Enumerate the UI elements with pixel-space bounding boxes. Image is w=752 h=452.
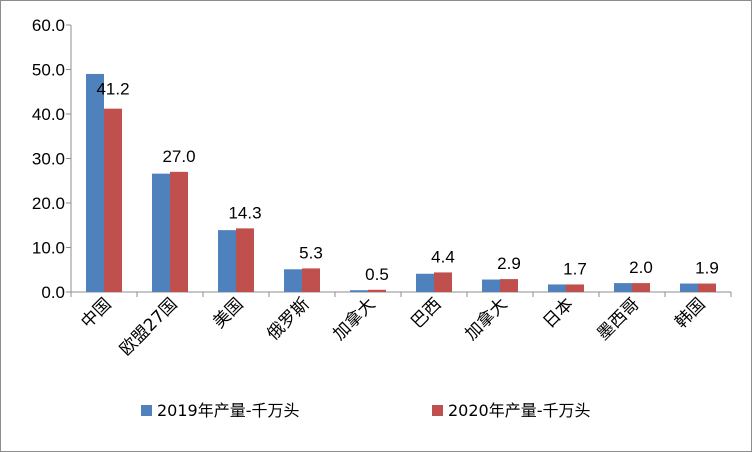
y-tick-label: 20.0: [32, 194, 65, 213]
bar-2020: [104, 108, 122, 292]
y-tick-label: 50.0: [32, 61, 65, 80]
category-label: 日本: [539, 294, 577, 332]
legend: 2019年产量-千万头 2020年产量-千万头: [141, 401, 591, 420]
category-label: 巴西: [407, 294, 445, 332]
y-tick-label: 40.0: [32, 105, 65, 124]
data-label: 1.7: [563, 259, 587, 278]
bar-2020: [500, 279, 518, 292]
category-label: 俄罗斯: [263, 294, 313, 344]
y-tick-label: 10.0: [32, 239, 65, 258]
data-label: 2.0: [629, 258, 653, 277]
data-label: 1.9: [695, 259, 719, 278]
legend-swatch-2020: [432, 405, 443, 416]
bar-2019: [152, 173, 170, 292]
legend-label-2019: 2019年产量-千万头: [157, 401, 300, 420]
axes: 0.010.020.030.040.050.060.0中国 欧盟27国 美国 俄罗斯加…: [32, 16, 732, 360]
category-label: 韩国: [671, 294, 709, 332]
category-label: 中国: [77, 294, 115, 332]
bars: [86, 73, 716, 292]
data-label: 0.5: [365, 265, 389, 284]
bar-2019: [548, 284, 566, 292]
data-label: 41.2: [96, 80, 129, 99]
category-label: 加拿大: [329, 294, 380, 345]
data-label: 14.3: [228, 203, 261, 222]
category-label: 加拿大: [461, 294, 512, 345]
data-label: 5.3: [299, 243, 323, 262]
bar-2019: [218, 230, 236, 292]
y-tick-label: 0.0: [41, 283, 65, 302]
y-tick-label: 60.0: [32, 16, 65, 35]
bar-2020: [434, 272, 452, 292]
bar-2019: [614, 283, 632, 292]
bar-2019: [86, 73, 104, 292]
category-label: 墨西哥: [593, 294, 643, 344]
legend-swatch-2019: [141, 405, 152, 416]
bar-2020: [698, 283, 716, 292]
legend-label-2020: 2020年产量-千万头: [448, 401, 591, 420]
bar-2019: [482, 279, 500, 292]
category-label: 欧盟27国: [116, 294, 182, 360]
category-label: 美国: [209, 294, 247, 332]
bar-2020: [170, 171, 188, 292]
bar-2019: [680, 283, 698, 292]
bar-2019: [350, 290, 368, 292]
bar-2020: [566, 284, 584, 292]
bar-2019: [284, 269, 302, 292]
y-tick-label: 30.0: [32, 150, 65, 169]
bar-2020: [632, 283, 650, 292]
bar-2019: [416, 273, 434, 292]
bar-2020: [302, 268, 320, 292]
data-labels: 41.2 27.0 14.3 5.3 0.5 4.4 2.9 1.7 2.0 1.9: [96, 80, 718, 284]
bar-2020: [236, 228, 254, 292]
data-label: 2.9: [497, 254, 521, 273]
data-label: 4.4: [431, 247, 455, 266]
data-label: 27.0: [162, 147, 195, 166]
bar-2020: [368, 289, 386, 292]
